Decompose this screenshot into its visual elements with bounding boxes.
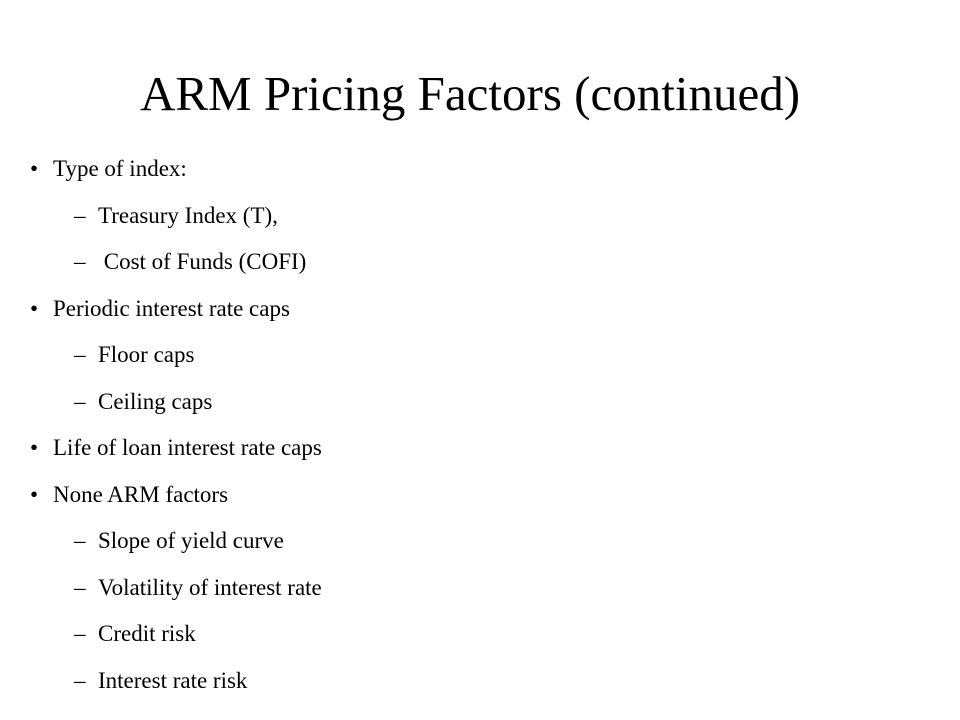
bullet-text: Slope of yield curve [98, 528, 284, 553]
dash-marker: – [74, 528, 86, 553]
slide-title: ARM Pricing Factors (continued) [139, 66, 801, 121]
bullet-marker: • [30, 156, 39, 181]
dash-marker: – [74, 621, 86, 646]
bullet-item: • Periodic interest rate caps [0, 286, 960, 333]
sub-bullet-item: – Volatility of interest rate [0, 565, 960, 612]
dash-marker: – [74, 388, 86, 414]
bullet-text: Volatility of interest rate [98, 574, 322, 600]
bullet-list: • Type of index: – Treasury Index (T), – Cos… [0, 146, 960, 704]
bullet-text: Cost of Funds (COFI) [98, 249, 307, 274]
bullet-text: Interest rate risk [98, 667, 248, 693]
bullet-text: None ARM factors [53, 481, 229, 507]
sub-bullet-item: – Interest rate risk [0, 658, 960, 705]
sub-bullet-item: – Treasury Index (T), [0, 193, 960, 240]
dash-marker: – [74, 202, 86, 228]
bullet-text: Periodic interest rate caps [53, 295, 290, 321]
sub-bullet-item: – Credit risk [0, 611, 960, 658]
dash-marker: – [74, 667, 86, 693]
dash-marker: – [74, 342, 86, 367]
bullet-marker: • [30, 435, 39, 460]
bullet-text: Life of loan interest rate caps [53, 435, 322, 460]
sub-bullet-item: – Floor caps [0, 332, 960, 379]
sub-bullet-item: – Cost of Funds (COFI) [0, 239, 960, 286]
bullet-text: Credit risk [98, 621, 196, 646]
bullet-item: • Type of index: [0, 146, 960, 193]
bullet-item: • Life of loan interest rate caps [0, 425, 960, 472]
bullet-text: Ceiling caps [98, 388, 213, 414]
dash-marker: – [74, 249, 86, 274]
sub-bullet-item: – Ceiling caps [0, 379, 960, 426]
bullet-marker: • [30, 295, 39, 321]
bullet-text: Floor caps [98, 342, 195, 367]
bullet-text: Treasury Index (T), [98, 202, 278, 228]
bullet-marker: • [30, 481, 39, 507]
bullet-text: Type of index: [53, 156, 187, 181]
sub-bullet-item: – Slope of yield curve [0, 518, 960, 565]
bullet-item: • None ARM factors [0, 472, 960, 519]
dash-marker: – [74, 574, 86, 600]
